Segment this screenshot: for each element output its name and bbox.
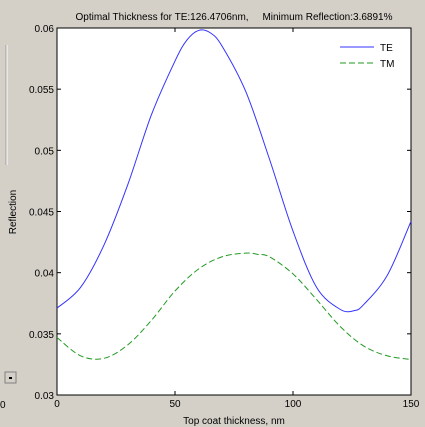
x-tick-label-2: 100 bbox=[285, 399, 302, 410]
series-line-tm bbox=[56, 252, 412, 361]
y-tick-label-5: 0.055 bbox=[29, 85, 54, 96]
chart-title: Optimal Thickness for TE:126.4706nm, Min… bbox=[76, 12, 393, 23]
plot-area bbox=[56, 27, 412, 396]
y-tick-label-2: 0.04 bbox=[35, 269, 55, 280]
x-axis-label: Top coat thickness, nm bbox=[183, 416, 285, 427]
left-slider[interactable] bbox=[0, 30, 14, 390]
series-line-te bbox=[56, 29, 412, 313]
x-tick-label-3: 150 bbox=[403, 399, 420, 410]
legend-tm-label: TM bbox=[380, 59, 394, 70]
legend-te-label: TE bbox=[380, 43, 393, 54]
series-lines bbox=[56, 29, 412, 361]
x-tick-label-1: 50 bbox=[169, 399, 181, 410]
y-tick-label-4: 0.05 bbox=[35, 146, 55, 157]
small-square-button-icon[interactable] bbox=[4, 371, 17, 384]
left-edge-label: 0 bbox=[0, 400, 6, 411]
axis-ticks: 0 50 100 150 0.03 0.035 0.04 0.045 0.05 0.055 0.06 bbox=[29, 24, 420, 410]
y-axis-label: Reflection bbox=[8, 190, 19, 234]
y-tick-label-1: 0.035 bbox=[29, 330, 54, 341]
x-tick-label-0: 0 bbox=[54, 399, 60, 410]
y-tick-label-6: 0.06 bbox=[35, 24, 55, 35]
legend: TE TM bbox=[340, 43, 394, 70]
y-tick-label-0: 0.03 bbox=[35, 391, 55, 402]
y-tick-label-3: 0.045 bbox=[29, 208, 54, 219]
